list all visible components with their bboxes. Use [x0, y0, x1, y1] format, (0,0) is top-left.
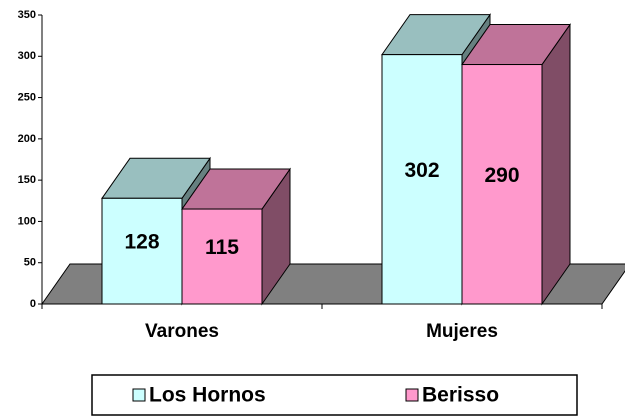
bar	[461, 22, 571, 306]
y-tick-label: 200	[18, 133, 36, 145]
x-tick-label: Mujeres	[426, 321, 498, 342]
data-label: 115	[205, 236, 239, 259]
legend-label: Berisso	[422, 384, 499, 407]
legend-swatch	[405, 388, 419, 402]
y-tick-label: 350	[18, 9, 36, 21]
bar-front	[181, 208, 263, 305]
bar-front	[381, 54, 463, 305]
data-label: 128	[124, 231, 159, 254]
y-tick-label: 50	[24, 257, 36, 269]
bar-front	[461, 64, 543, 305]
bar	[181, 167, 291, 306]
y-tick-label: 0	[30, 298, 36, 310]
y-tick-label: 250	[18, 91, 36, 103]
legend-box	[91, 374, 578, 416]
y-tick-label: 100	[18, 215, 36, 227]
data-label: 290	[484, 164, 519, 187]
bar-front	[101, 197, 183, 305]
data-label: 302	[404, 159, 439, 182]
x-tick-label: Varones	[145, 321, 219, 342]
legend-swatch	[132, 388, 146, 402]
y-tick-label: 150	[18, 174, 36, 186]
bar-side	[541, 22, 571, 306]
legend-label: Los Hornos	[149, 384, 266, 407]
y-tick-label: 300	[18, 50, 36, 62]
